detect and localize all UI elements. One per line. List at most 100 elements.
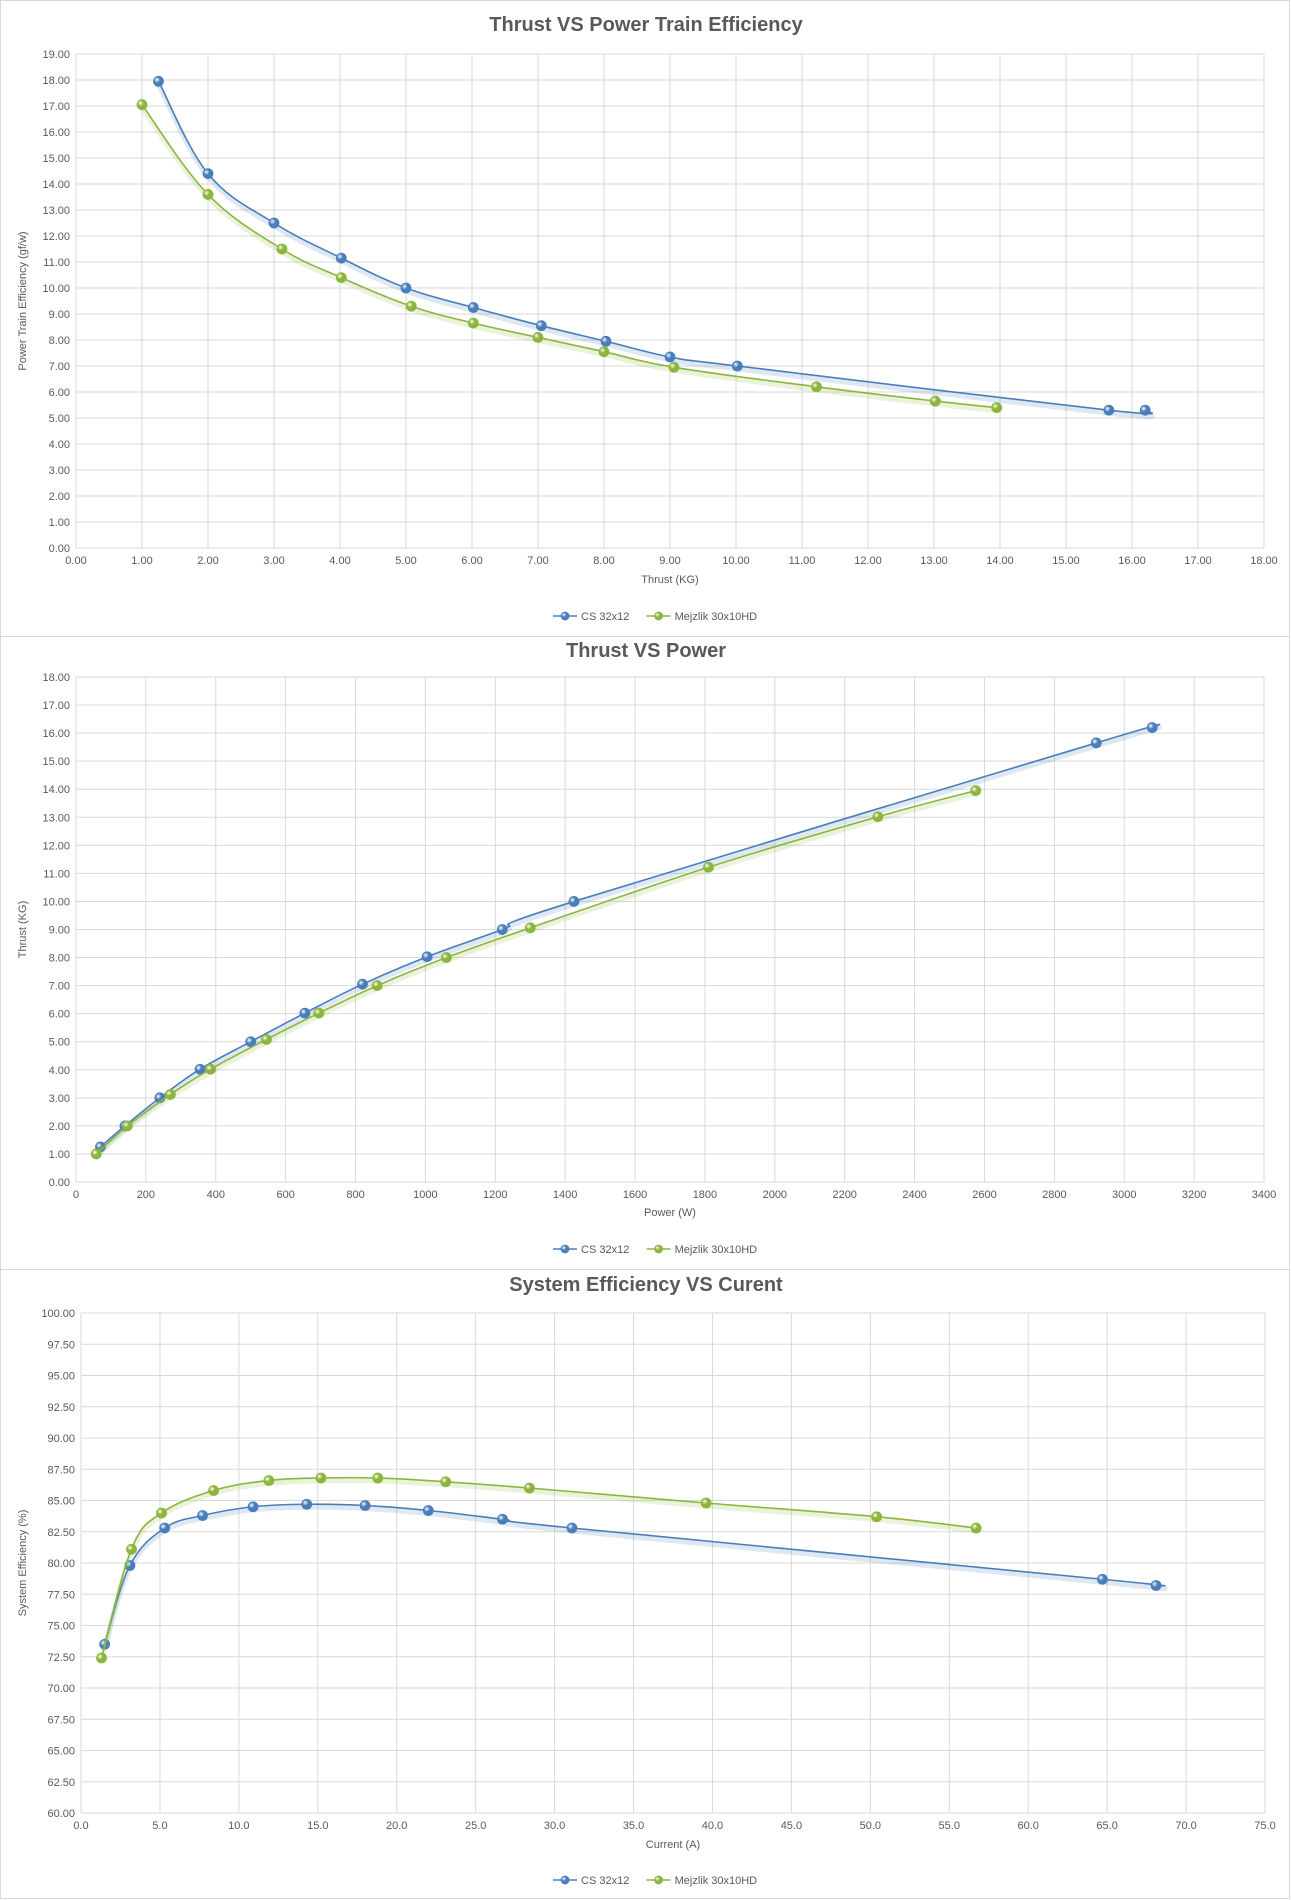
data-point (263, 1475, 275, 1486)
x-tick-label: 9.00 (659, 555, 680, 567)
legend-label: CS 32x12 (581, 1875, 629, 1887)
data-point (121, 1120, 133, 1132)
x-tick-label: 6.00 (461, 555, 482, 567)
x-tick-label: 2400 (902, 1189, 926, 1201)
x-tick-label: 17.00 (1184, 555, 1212, 567)
data-point (357, 978, 368, 990)
data-point (261, 1034, 272, 1045)
data-point (315, 1472, 327, 1484)
y-tick-label: 11.00 (43, 257, 70, 269)
y-tick-label: 16.00 (42, 728, 70, 740)
x-tick-label: 14.00 (986, 555, 1014, 567)
data-point (872, 811, 884, 823)
y-tick-label: 7.00 (49, 361, 70, 373)
data-point (568, 896, 580, 907)
x-tick-label: 40.0 (702, 1820, 723, 1832)
data-point (299, 1007, 311, 1019)
x-tick-label: 10.0 (228, 1820, 249, 1832)
x-tick-label: 5.0 (152, 1820, 167, 1832)
data-point (524, 922, 536, 934)
x-tick-label: 8.00 (593, 555, 614, 567)
y-tick-label: 18.00 (42, 672, 70, 684)
data-point (202, 168, 214, 180)
y-tick-label: 5.00 (49, 413, 70, 425)
chart-panel-3: System Efficiency VS Curent 0.0 5.0 10.0 15.… (0, 1269, 1290, 1899)
data-point (496, 924, 508, 935)
y-tick-label: 90.00 (47, 1433, 75, 1445)
x-tick-label: 1000 (413, 1189, 437, 1201)
x-tick-label: 25.0 (465, 1820, 486, 1832)
x-tick-label: 2.00 (197, 555, 218, 567)
y-tick-label: 8.00 (49, 953, 70, 965)
x-tick-label: 70.0 (1175, 1820, 1196, 1832)
chart-2: Thrust VS Power 0 200 400 600 800 1000 1200 1400… (17, 640, 1276, 1256)
data-point (664, 351, 676, 363)
x-tick-label: 4.00 (329, 555, 350, 567)
x-tick-label: 20.0 (386, 1820, 407, 1832)
x-tick-label: 1.00 (131, 555, 152, 567)
y-tick-label: 16.00 (42, 127, 70, 139)
y-tick-label: 82.50 (47, 1527, 75, 1539)
y-tick-label: 0.00 (49, 543, 70, 555)
legend-label: CS 32x12 (581, 611, 629, 623)
y-tick-label: 6.00 (49, 387, 70, 399)
y-tick-label: 15.00 (42, 153, 70, 165)
series-line (141, 104, 997, 409)
data-point (159, 1522, 171, 1534)
legend-marker (560, 611, 570, 621)
y-tick-label: 4.00 (49, 439, 70, 451)
x-tick-label: 2800 (1042, 1189, 1066, 1201)
x-tick-label: 1800 (693, 1189, 717, 1201)
chart-panel-1: Thrust VS Power Train Efficiency 0.00 1.00… (0, 0, 1290, 637)
data-point (90, 1148, 102, 1160)
legend-label: Mejzlik 30x10HD (675, 1244, 758, 1256)
x-tick-label: 0.00 (65, 555, 86, 567)
data-point (703, 861, 714, 873)
series-line (100, 1476, 977, 1659)
data-point (136, 99, 148, 111)
x-tick-label: 2200 (832, 1189, 856, 1201)
data-point (497, 1513, 508, 1525)
y-tick-label: 6.00 (49, 1009, 70, 1021)
x-axis-label: Thrust (KG) (641, 574, 698, 586)
legend-label: Mejzlik 30x10HD (675, 611, 758, 623)
y-tick-label: 92.50 (47, 1402, 75, 1414)
legend-marker (560, 1875, 570, 1885)
series-line-shadow (99, 1478, 977, 1662)
data-point (421, 951, 433, 963)
y-tick-label: 85.00 (47, 1496, 75, 1508)
y-tick-label: 8.00 (49, 335, 70, 347)
y-tick-label: 13.00 (42, 205, 70, 217)
x-tick-label: 12.00 (854, 555, 882, 567)
y-tick-label: 2.00 (49, 1121, 70, 1133)
x-tick-label: 1600 (623, 1189, 647, 1201)
x-tick-label: 3400 (1252, 1189, 1276, 1201)
data-point (202, 188, 214, 200)
data-point (164, 1089, 176, 1100)
legend-marker (654, 611, 663, 621)
y-tick-label: 10.00 (42, 283, 70, 295)
x-tick-label: 600 (276, 1189, 294, 1201)
data-point (126, 1543, 137, 1555)
data-point (268, 217, 280, 229)
data-point (156, 1507, 167, 1519)
y-tick-label: 60.00 (47, 1808, 75, 1820)
series-line-shadow (94, 791, 977, 1159)
y-tick-label: 12.00 (42, 231, 70, 243)
data-point (1139, 404, 1151, 416)
data-point (566, 1522, 578, 1534)
data-point (335, 272, 347, 284)
data-point (523, 1482, 535, 1494)
y-tick-label: 1.00 (49, 1149, 70, 1161)
x-tick-label: 15.00 (1052, 555, 1080, 567)
y-tick-label: 4.00 (49, 1065, 70, 1077)
data-point (372, 1472, 384, 1484)
y-tick-label: 5.00 (49, 1037, 70, 1049)
x-tick-label: 7.00 (527, 555, 548, 567)
y-tick-label: 12.00 (42, 840, 70, 852)
x-tick-label: 35.0 (623, 1820, 644, 1832)
y-tick-label: 87.50 (47, 1464, 75, 1476)
y-tick-label: 3.00 (49, 1093, 70, 1105)
data-point (276, 243, 288, 255)
y-tick-label: 13.00 (42, 812, 70, 824)
